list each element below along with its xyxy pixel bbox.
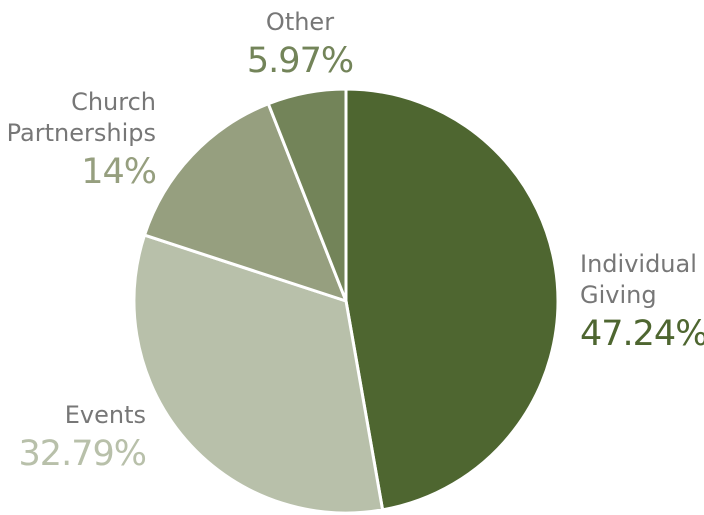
slice-label-text: Giving	[580, 281, 657, 309]
slice-label-text: Individual	[580, 250, 697, 278]
slice-label-text: Church	[71, 88, 156, 116]
slice-value-label: 47.24%	[580, 314, 704, 354]
slice-value-label: 32.79%	[19, 434, 146, 474]
slice-labels: Individual Giving 47.24% Events 32.79% Church…	[7, 8, 704, 474]
pie-slice-3	[266, 87, 348, 303]
pie-slice-2	[143, 102, 348, 303]
slice-label-1: Events 32.79%	[19, 401, 147, 474]
slice-label-text: Partnerships	[7, 119, 156, 147]
slice-label-3: Other 5.97%	[247, 8, 354, 81]
slice-label-text: Events	[65, 401, 146, 429]
slice-value-label: 5.97%	[247, 41, 353, 81]
pie-slice-0	[344, 87, 560, 512]
slice-value-label: 14%	[81, 152, 156, 192]
slice-label-text: Other	[266, 8, 334, 36]
slice-label-0: Individual Giving 47.24%	[580, 250, 704, 354]
pie-slice-1	[132, 233, 385, 515]
slice-label-2: Church Partnerships 14%	[7, 88, 157, 192]
pie-slices	[132, 87, 560, 515]
